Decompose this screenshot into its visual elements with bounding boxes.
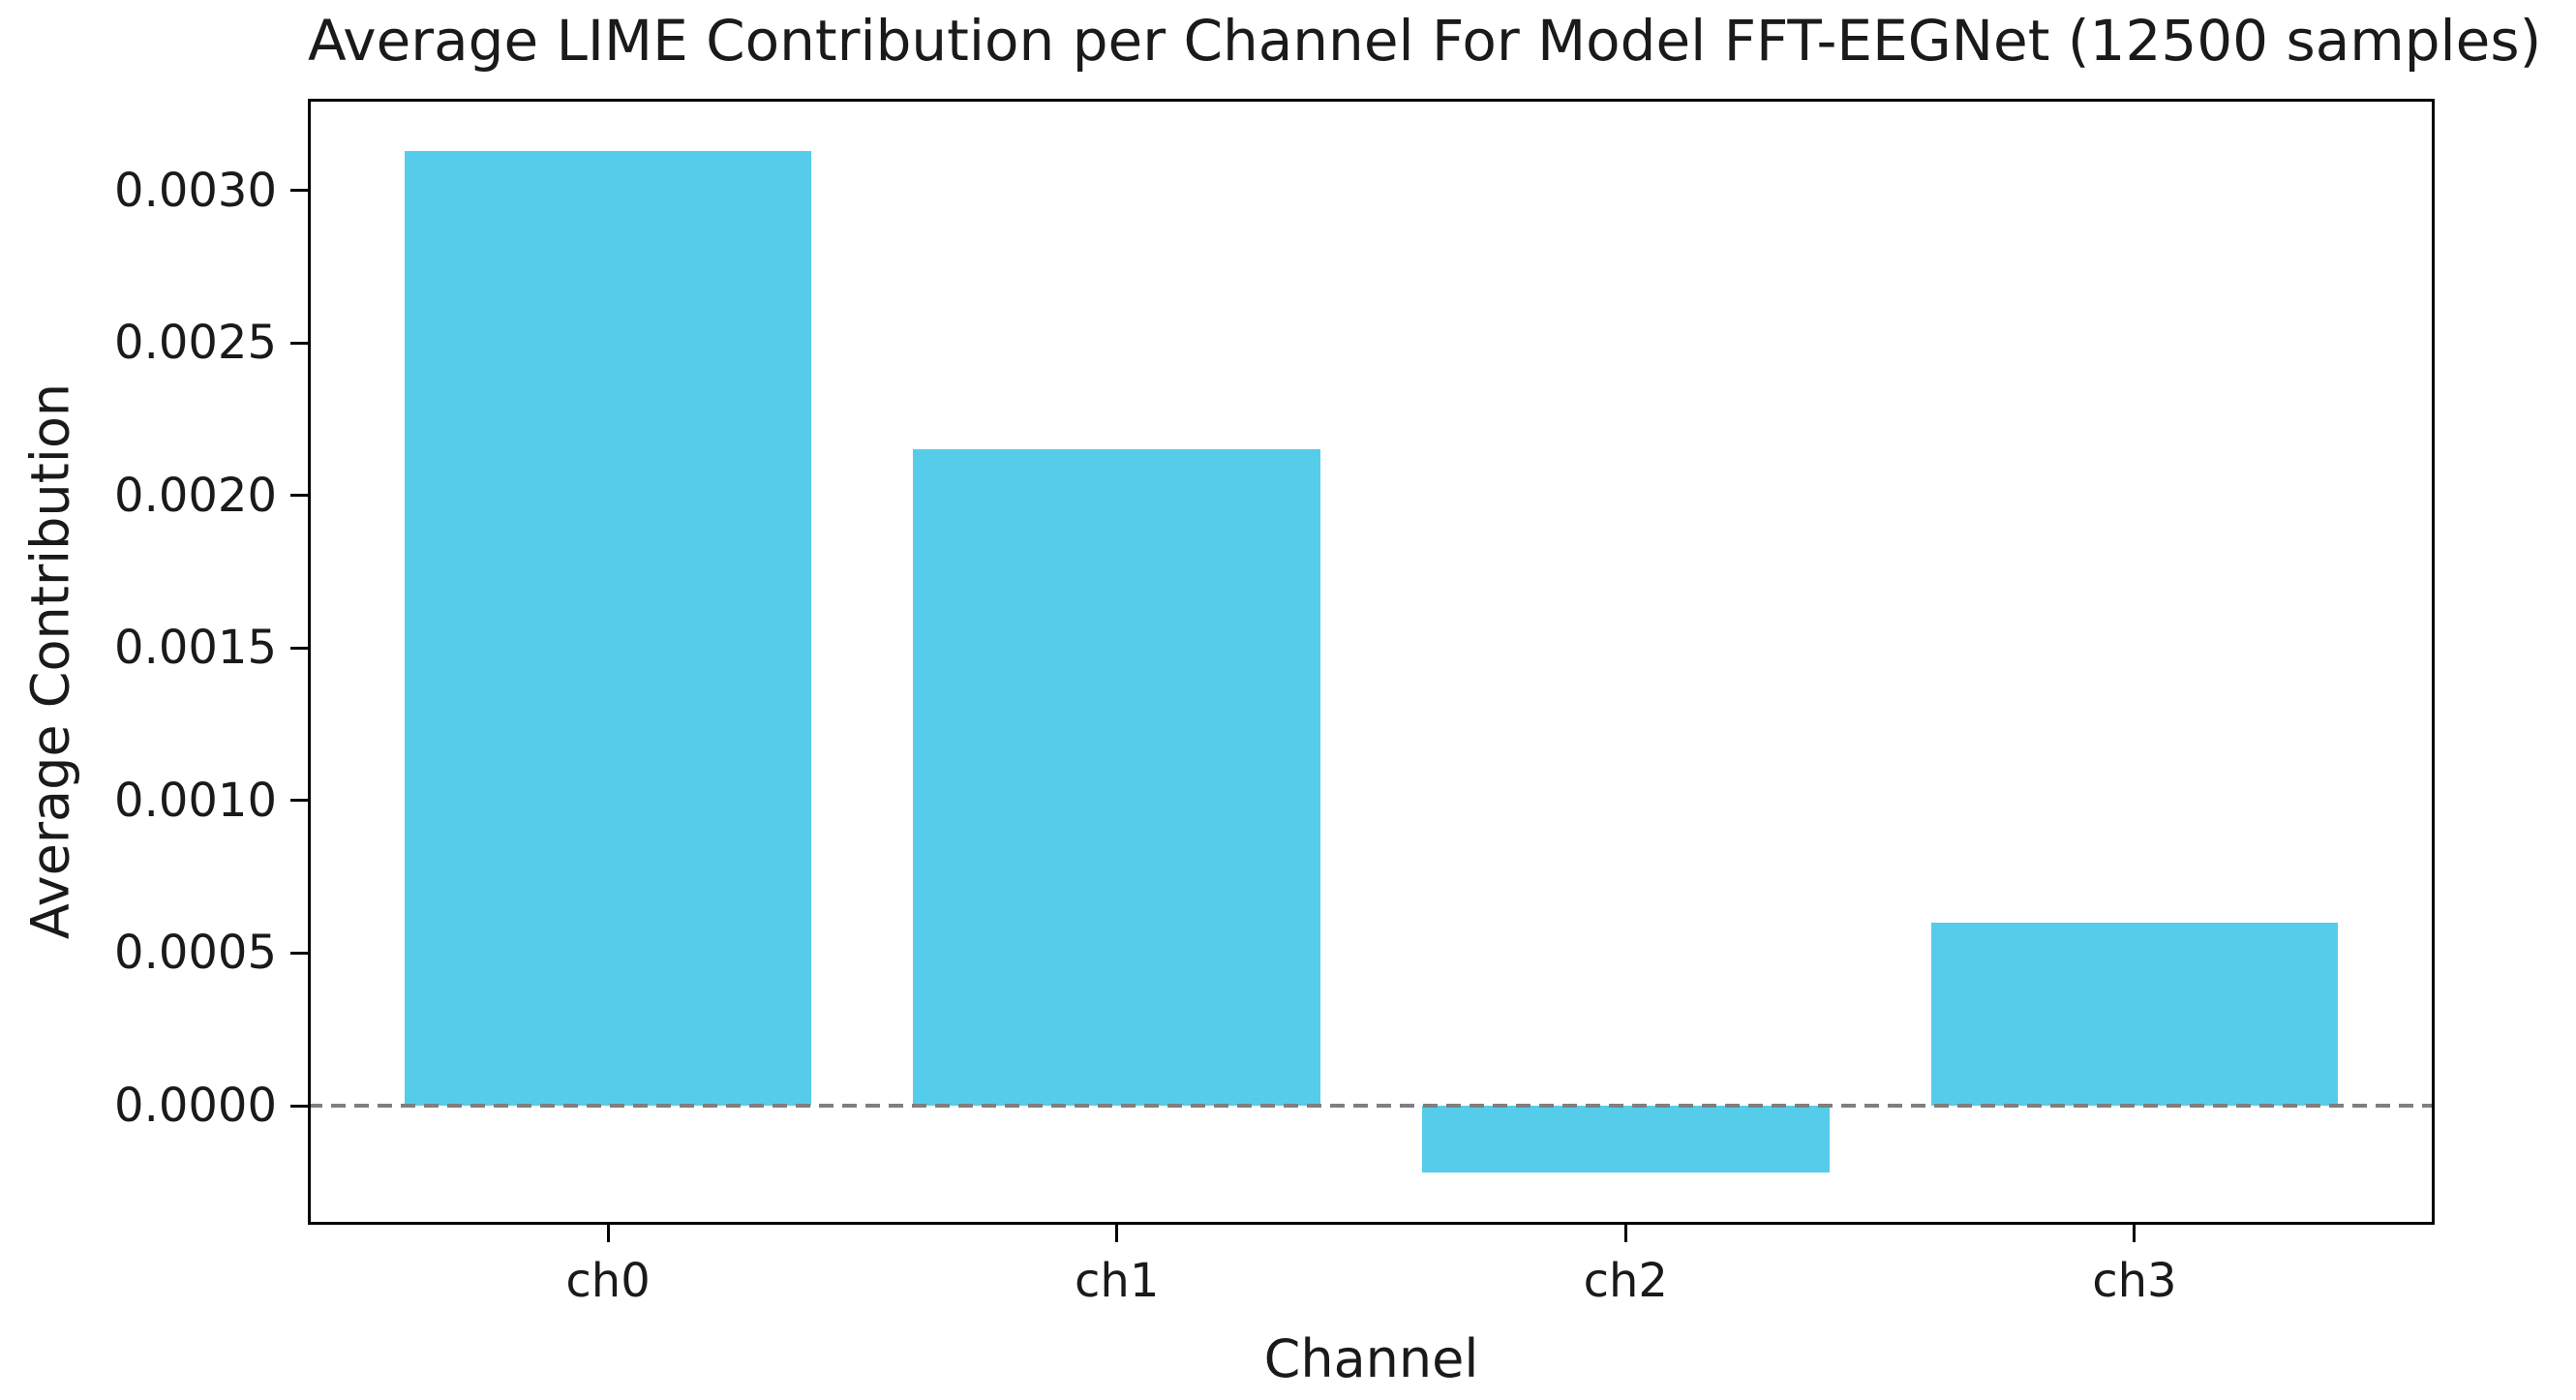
zero-dashed-line [308,1104,2435,1109]
plot-area: 0.0000 0.0005 0.0010 0.0015 0.0020 0.0025 0.00… [114,99,2435,1308]
x-tick-mark [2133,1225,2137,1242]
x-tick-label-ch1: ch1 [1075,1254,1160,1308]
chart-title: Average LIME Contribution per Channel Fo… [308,8,2542,74]
y-tick-mark [290,341,308,345]
x-tick-label-ch2: ch2 [1583,1254,1668,1308]
y-tick-label: 0.0025 [114,316,277,371]
x-tick-mark [606,1225,610,1242]
bar-ch3 [1930,922,2339,1107]
bar-ch0 [404,150,812,1107]
y-tick-label: 0.0010 [114,773,277,828]
y-tick-mark [290,799,308,803]
y-tick-label: 0.0000 [114,1079,277,1134]
y-tick-mark [290,646,308,650]
y-tick-mark [290,1104,308,1108]
y-tick-mark [290,951,308,955]
y-tick-label: 0.0005 [114,926,277,981]
bar-ch2 [1422,1106,1830,1173]
y-tick-label: 0.0015 [114,621,277,676]
y-tick-mark [290,189,308,193]
x-tick-mark [1623,1225,1627,1242]
y-tick-label: 0.0030 [114,163,277,218]
y-axis-label: Average Contribution [19,382,81,940]
y-tick-label: 0.0020 [114,468,277,523]
x-tick-label-ch3: ch3 [2092,1254,2177,1308]
x-tick-label-ch0: ch0 [565,1254,651,1308]
x-axis-label: Channel [1263,1328,1479,1389]
bar-ch1 [913,449,1320,1107]
y-tick-mark [290,494,308,498]
x-tick-mark [1115,1225,1119,1242]
